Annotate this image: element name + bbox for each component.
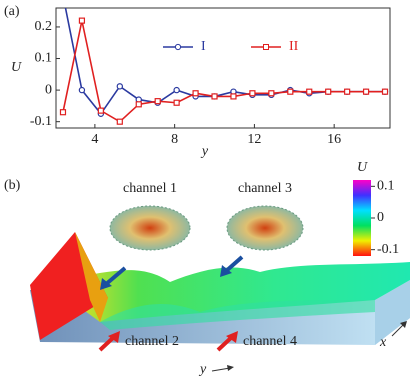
arrows <box>98 255 244 352</box>
point <box>325 88 332 95</box>
x-tick-label: 4 <box>91 132 98 147</box>
point <box>287 88 294 95</box>
point <box>192 90 199 97</box>
point <box>97 107 104 114</box>
channel-label: channel 1 <box>123 181 177 196</box>
point <box>306 88 313 95</box>
point <box>135 101 142 108</box>
point <box>268 90 275 97</box>
channel-label: channel 4 <box>243 334 297 349</box>
colorbar-gradient <box>353 180 371 256</box>
x-tick-label: 12 <box>247 132 261 147</box>
legend-marker <box>174 43 182 51</box>
point <box>381 88 389 95</box>
vortex-3 <box>226 205 304 251</box>
plot-area: I II <box>59 8 389 125</box>
point <box>78 86 86 94</box>
legend-label: II <box>289 39 299 54</box>
series-group <box>59 8 389 125</box>
y-tick-label: 0 <box>45 82 52 97</box>
series-line <box>62 20 386 123</box>
panel-label: (a) <box>4 4 20 19</box>
panel-label: (b) <box>4 178 21 193</box>
point <box>116 83 124 90</box>
y-axis-label: U <box>11 60 22 75</box>
x-tick-label: 16 <box>327 132 341 147</box>
channel-label: channel 2 <box>125 334 179 349</box>
y-tick-label: 0.2 <box>35 19 53 34</box>
point <box>344 88 351 95</box>
vortex-1 <box>109 205 191 251</box>
legend-label: I <box>201 39 206 54</box>
point <box>173 86 180 94</box>
x-axis-label: y <box>200 144 209 159</box>
wave-slope <box>75 232 108 322</box>
point <box>154 98 161 105</box>
legend-marker <box>263 44 269 50</box>
point <box>211 93 218 100</box>
point <box>116 118 123 125</box>
colorbar-tick-label: -0.1 <box>377 242 399 257</box>
y-tick-label: -0.1 <box>30 114 52 129</box>
point <box>173 99 180 106</box>
x-direction: x <box>379 335 387 350</box>
channel-label: channel 3 <box>238 181 292 196</box>
plot-frame <box>55 7 391 129</box>
y-direction: y <box>198 362 207 377</box>
colorbar: 0.1 0 -0.1 <box>353 179 399 257</box>
colorbar-label: U <box>357 160 368 175</box>
point <box>78 17 86 24</box>
point <box>59 109 67 116</box>
x-tick-label: 8 <box>171 132 178 147</box>
y-arrow <box>211 365 234 372</box>
point <box>230 93 237 100</box>
point <box>362 88 370 95</box>
x-arrow <box>391 321 407 337</box>
colorbar-tick-label: 0 <box>377 210 384 225</box>
wave <box>100 300 375 330</box>
colorbar-tick-label: 0.1 <box>377 179 395 194</box>
point <box>249 90 256 97</box>
y-tick-label: 0.1 <box>35 51 53 66</box>
slab-side <box>375 280 410 345</box>
